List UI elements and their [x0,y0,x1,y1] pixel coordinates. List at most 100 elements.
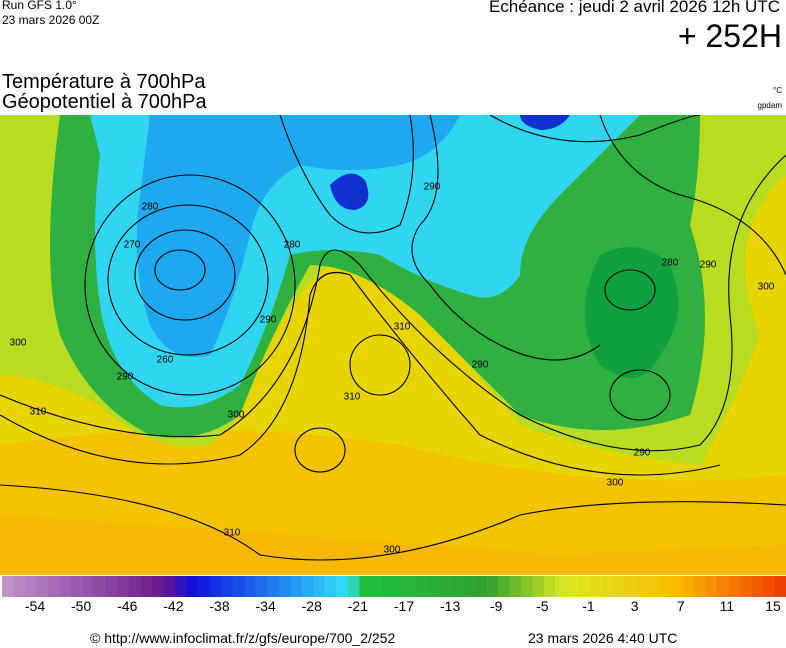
colorbar-cell [682,576,695,597]
colorbar-label: -5 [536,598,549,614]
colorbar-cell [48,576,61,597]
colorbar-cell [128,576,141,597]
contour-label: 300 [758,282,775,293]
run-label: Run GFS 1.0° [2,0,77,12]
colorbar-cell [532,576,545,597]
colorbar-cell [255,576,268,597]
colorbar-cell [105,576,118,597]
colorbar-cell [232,576,245,597]
isohypse [411,115,601,361]
contour-label: 260 [157,355,174,366]
frigid-core [520,115,570,130]
colorbar-cell [463,576,476,597]
colorbar-cell [555,576,568,597]
contour-label: 310 [344,392,361,403]
colorbar-cell [716,576,729,597]
colorbar-cell [417,576,430,597]
source-url: © http://www.infoclimat.fr/z/gfs/europe/… [90,630,396,646]
colorbar-cell [440,576,453,597]
contour-label: 280 [284,240,301,251]
isohypse [0,154,786,452]
colorbar-cell [474,576,487,597]
isohypse [349,334,411,396]
colorbar-cell [659,576,672,597]
colorbar-label: -38 [209,598,230,614]
colorbar-cell [71,576,84,597]
colorbar-cell [151,576,164,597]
colorbar-cell [186,576,199,597]
isohypse [279,115,414,234]
colorbar-label: 7 [676,598,685,614]
colorbar-cell [428,576,441,597]
colorbar-cell [198,576,211,597]
colorbar-cell [647,576,660,597]
colorbar-labels: -54 -50 -46 -42 -38 -34 -28 -21 -17 -13 -9 -5 -1 3 7 11… [0,598,786,620]
colorbar-cell [278,576,291,597]
isohypse [0,484,786,561]
colorbar-cell [221,576,234,597]
colorbar-cell [117,576,130,597]
colorbar-label: -1 [582,598,595,614]
colorbar-cell [670,576,683,597]
colorbar-cell [762,576,775,597]
colorbar-cell [590,576,603,597]
unit-geo: gpdam [757,101,782,110]
colorbar-cell [486,576,499,597]
contour-label: 290 [472,360,489,371]
contour-label: 280 [662,258,679,269]
colorbar-cell [36,576,49,597]
colorbar-cell [394,576,407,597]
colorbar-cell [613,576,626,597]
contour-label: 310 [224,528,241,539]
colorbar-cell [301,576,314,597]
isohypse [489,115,701,143]
contour-label: 290 [424,182,441,193]
colorbar-cell [59,576,72,597]
colorbar-cell [13,576,26,597]
colorbar-cell [739,576,752,597]
colorbar-cell [82,576,95,597]
colorbar-cell [313,576,326,597]
contour-label: 310 [394,322,411,333]
contour-label: 290 [117,372,134,383]
colorbar-cell [94,576,107,597]
colorbar [2,576,786,597]
colorbar-cell [705,576,718,597]
colorbar-label: 3 [630,598,639,614]
contours [0,115,786,561]
colorbar-cell [174,576,187,597]
colorbar-cell [25,576,38,597]
colorbar-cell [566,576,579,597]
colorbar-label: 11 [719,598,735,614]
colorbar-cell [751,576,764,597]
isohypse [604,269,656,311]
colorbar-cell [405,576,418,597]
colorbar-label: 15 [765,598,781,614]
contour-label: 290 [700,260,717,271]
colorbar-cell [347,576,360,597]
colorbar-cell [359,576,372,597]
colorbar-label: -46 [117,598,138,614]
contour-label: 310 [30,407,47,418]
contour-label: 300 [228,410,245,421]
contour-label: 280 [142,202,159,213]
colorbar-cell [382,576,395,597]
isohypse [154,249,206,291]
isohypse [84,174,296,396]
colorbar-cell [451,576,464,597]
colorbar-cell [370,576,383,597]
colorbar-cell [497,576,510,597]
colorbar-cell [244,576,257,597]
colorbar-cell [163,576,176,597]
colorbar-cell [509,576,522,597]
colorbar-cell [774,576,786,597]
colorbar-cell [267,576,280,597]
unit-temp: °C [773,86,782,95]
colorbar-cell [728,576,741,597]
contour-label: 290 [260,315,277,326]
colorbar-cell [624,576,637,597]
contour-label: 300 [384,545,401,556]
isohypse [599,115,786,276]
isohypse [107,204,269,356]
